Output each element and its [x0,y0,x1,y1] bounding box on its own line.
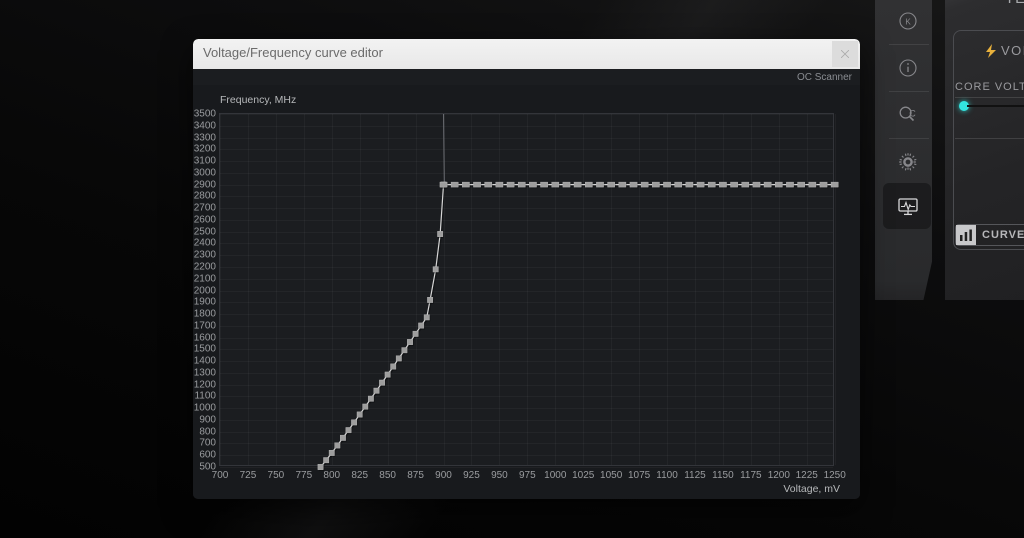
svg-text:C: C [909,109,916,119]
svg-text:K: K [905,18,911,27]
